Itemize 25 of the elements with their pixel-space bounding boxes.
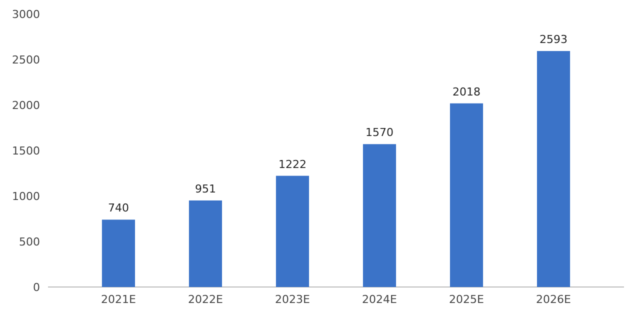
bar [362, 144, 396, 287]
x-tick-label: 2021E [101, 293, 136, 306]
y-tick-label: 2000 [12, 98, 40, 112]
y-tick-label: 1000 [12, 190, 40, 203]
data-label: 740 [108, 202, 129, 215]
data-label: 1570 [366, 126, 394, 140]
x-tick-label: 2024E [362, 293, 398, 306]
x-tick-label: 2026E [536, 293, 572, 306]
bar [276, 176, 310, 287]
y-tick-label: 2500 [12, 53, 40, 66]
data-label: 951 [194, 182, 216, 196]
x-tick-label: 2025E [449, 293, 484, 306]
y-tick-label: 500 [19, 235, 40, 248]
bar [536, 51, 570, 287]
x-tick-label: 2023E [275, 293, 310, 306]
y-tick-label: 3000 [12, 8, 40, 21]
bar [102, 220, 136, 287]
data-label: 1222 [278, 158, 306, 171]
data-label: 2018 [452, 85, 481, 98]
y-tick-label: 1500 [12, 144, 40, 158]
x-tick-label: 2022E [188, 293, 224, 306]
bar [450, 103, 484, 287]
bar [188, 200, 222, 287]
data-label: 2593 [540, 33, 568, 46]
y-tick-label: 0 [33, 280, 40, 294]
